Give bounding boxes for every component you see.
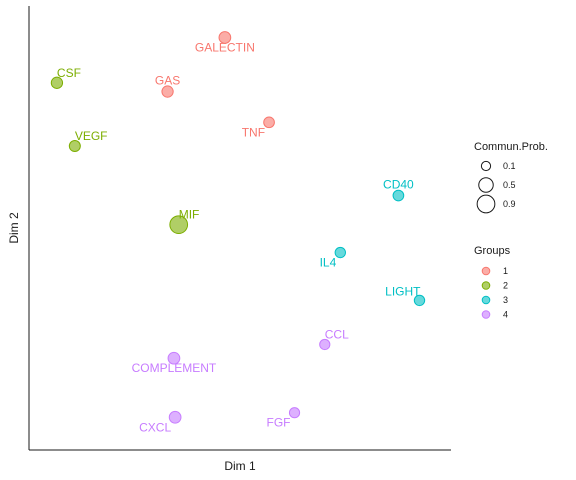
color-legend-key-3 (481, 295, 491, 305)
size-legend-label: 0.1 (503, 161, 516, 171)
point-label-ccl: CCL (325, 327, 349, 341)
color-legend-label: 2 (503, 281, 508, 291)
color-legend-label: 3 (503, 295, 508, 305)
point-label-light: LIGHT (385, 284, 421, 298)
points-layer: GALECTIN GAS TNF CSF VEGF MIF CD40 IL4 LIGHT CCL C… (50, 31, 426, 434)
x-axis-title: Dim 1 (224, 459, 256, 473)
point-label-complement: COMPLEMENT (132, 361, 217, 375)
color-legend-label: 1 (503, 266, 508, 276)
point-label-galectin: GALECTIN (195, 40, 255, 54)
point-tnf (263, 116, 275, 129)
point-galectin (218, 31, 232, 44)
size-legend-key-0-9 (476, 194, 496, 214)
point-label-cxcl: CXCL (139, 420, 171, 434)
color-legend-key-1 (481, 266, 491, 276)
point-label-tnf: TNF (242, 125, 265, 139)
point-il4 (334, 246, 346, 259)
size-legend-label: 0.5 (503, 180, 516, 190)
y-axis-title: Dim 2 (7, 212, 21, 244)
color-legend-label: 4 (503, 310, 508, 320)
point-csf (50, 76, 64, 89)
point-label-cd40: CD40 (383, 178, 414, 192)
size-legend-key-0-5 (478, 177, 494, 193)
point-label-mif: MIF (179, 208, 200, 222)
point-label-csf: CSF (57, 66, 81, 80)
point-fgf (288, 407, 301, 419)
point-complement (167, 351, 181, 365)
point-label-fgf: FGF (267, 416, 291, 430)
size-legend-title: Commun.Prob. (474, 141, 548, 153)
point-label-gas: GAS (155, 74, 180, 88)
size-legend-label: 0.9 (503, 199, 516, 209)
point-label-il4: IL4 (320, 256, 337, 270)
color-legend-title: Groups (474, 245, 511, 257)
point-label-vegf: VEGF (75, 129, 108, 143)
point-cd40 (392, 189, 405, 202)
color-legend-key-2 (481, 281, 491, 290)
point-cxcl (168, 410, 182, 424)
legend: Commun.Prob. Groups 0.1 0.5 0.9 1 2 3 4 (474, 141, 548, 320)
point-gas (161, 85, 174, 98)
color-legend-key-4 (481, 310, 491, 319)
point-ccl (319, 338, 331, 351)
point-mif (169, 215, 189, 235)
point-vegf (68, 140, 81, 153)
size-legend-key-0-1 (480, 160, 492, 172)
point-light (413, 294, 426, 307)
